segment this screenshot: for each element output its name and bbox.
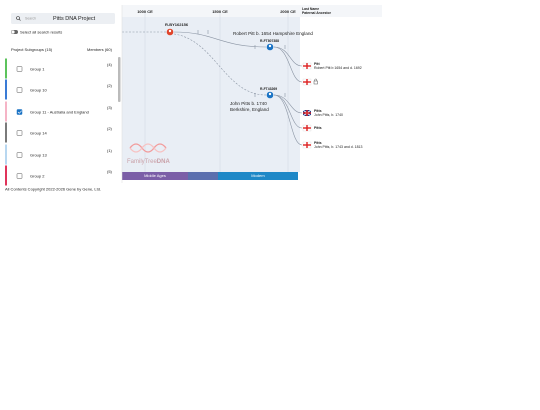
flag xyxy=(302,109,312,117)
flag xyxy=(302,124,312,132)
node-icon[interactable] xyxy=(166,28,174,36)
leaf-name: Pitts xyxy=(314,141,322,145)
select-all-label: Select all search results xyxy=(20,30,62,35)
node-label: R-FT807388 xyxy=(260,39,279,43)
svg-text:FamilyTreeDNA: FamilyTreeDNA xyxy=(127,159,170,165)
leaf-detail: Robert Pitt b 1654 and d. 1692 xyxy=(314,66,362,70)
checkbox[interactable] xyxy=(16,130,23,136)
era-bar xyxy=(122,172,188,180)
search-placeholder: Search xyxy=(25,16,36,20)
leaf-name: Pitts xyxy=(314,126,322,130)
timeline-header xyxy=(122,5,382,17)
node-label: R-FT43269 xyxy=(260,87,277,91)
era-bar xyxy=(218,172,298,180)
checkbox[interactable] xyxy=(16,87,23,93)
column-label: Last Name xyxy=(302,7,319,11)
group-color-bar xyxy=(5,122,7,143)
group-count: (4) xyxy=(107,62,113,67)
footer: All Contents Copyright 2022-2026 Gene by… xyxy=(5,187,101,192)
leaf-detail: John Pitts, b. 1740 xyxy=(314,113,343,117)
ancestor-label: Berkshire, England xyxy=(230,107,269,112)
group-color-bar xyxy=(5,58,7,79)
ancestor-label: Robert Pitt b. 1654 Hampshire England xyxy=(233,31,313,36)
group-count: (5) xyxy=(107,169,113,174)
checkbox[interactable] xyxy=(16,152,23,158)
leaf-name: Pitt xyxy=(314,62,320,66)
group-name: Group 11 - Australia and England xyxy=(30,110,89,115)
node-icon[interactable] xyxy=(266,43,274,51)
group-color-bar xyxy=(5,79,7,100)
group-name: Group 14 xyxy=(30,131,47,136)
sidebar xyxy=(5,5,122,183)
era-bar xyxy=(188,172,218,180)
column-label: Paternal Ancestor xyxy=(302,11,332,15)
toggle-knob xyxy=(11,30,15,34)
group-color-bar xyxy=(5,144,7,165)
group-count: (3) xyxy=(107,105,113,110)
era-label: Modern xyxy=(251,173,265,178)
logo: FamilyTreeDNA xyxy=(127,143,170,165)
group-name: Group 1 xyxy=(30,67,45,72)
tick-label: 1000 CE xyxy=(137,9,153,14)
logo-text: FamilyTree xyxy=(127,159,157,165)
era-label: Middle Ages xyxy=(144,173,166,178)
subgroups-header: Project Subgroups (15) xyxy=(11,47,53,52)
tick-label: 2000 CE xyxy=(280,9,296,14)
search-icon xyxy=(16,16,20,20)
checkbox[interactable] xyxy=(16,109,23,115)
leaf-detail: John Pitts, b. 1743 and d. 1813 xyxy=(314,145,363,149)
node-label: R-BY162156 xyxy=(165,22,189,27)
flag xyxy=(302,62,312,70)
scrollbar[interactable] xyxy=(118,57,121,102)
members-header: Members (60) xyxy=(87,47,113,52)
tick-label: 1500 CE xyxy=(212,9,228,14)
group-color-bar xyxy=(5,165,7,186)
group-name: Group 2 xyxy=(30,174,45,179)
logo-text: DNA xyxy=(157,159,171,165)
checkbox[interactable] xyxy=(16,173,23,179)
project-name: Pitts DNA Project xyxy=(53,16,96,22)
group-count: (1) xyxy=(107,148,113,153)
node-icon[interactable] xyxy=(266,91,274,99)
group-color-bar xyxy=(5,101,7,122)
group-name: Group 10 xyxy=(30,88,47,93)
lock-icon xyxy=(313,78,318,85)
ancestor-label: John Pitts b. 1740 xyxy=(230,101,267,106)
leaf-name: Pitts xyxy=(314,109,322,113)
checkmark xyxy=(17,110,22,114)
group-count: (2) xyxy=(107,126,113,131)
checkbox[interactable] xyxy=(16,66,23,72)
search-box[interactable] xyxy=(11,13,115,24)
group-name: Group 13 xyxy=(30,153,47,158)
search-icon xyxy=(18,18,21,21)
flag xyxy=(302,141,312,149)
group-count: (2) xyxy=(107,83,113,88)
flag xyxy=(302,78,312,86)
